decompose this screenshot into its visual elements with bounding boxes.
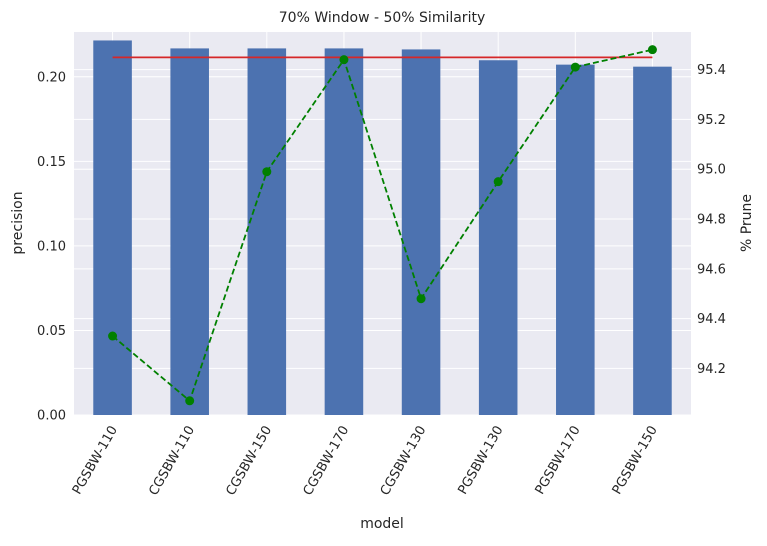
bar xyxy=(633,66,672,415)
prune-point xyxy=(262,167,272,177)
x-tick-label: CGSBW-130 xyxy=(378,424,430,499)
x-tick-label: PGSBW-170 xyxy=(533,424,584,498)
y2-tick-label: 94.4 xyxy=(697,312,726,327)
y2-axis-ticks: 94.2 94.4 94.6 94.8 95.0 95.2 95.4 xyxy=(697,63,726,377)
bar xyxy=(401,49,441,415)
x-tick-label: PGSBW-110 xyxy=(70,424,121,498)
y2-tick-label: 95.2 xyxy=(697,113,726,128)
y2-tick-label: 95.4 xyxy=(697,63,726,78)
y-tick-label: 0.05 xyxy=(37,324,66,339)
x-axis-label: model xyxy=(360,516,404,532)
x-tick-label: PGSBW-130 xyxy=(455,424,506,498)
bars xyxy=(93,40,672,416)
x-tick-label: CGSBW-150 xyxy=(223,424,275,499)
y-tick-label: 0.15 xyxy=(37,155,66,170)
y-tick-label: 0.10 xyxy=(37,239,66,254)
x-axis-ticks: PGSBW-110 CGSBW-110 CGSBW-150 CGSBW-170 CGSB… xyxy=(70,424,661,499)
prune-point xyxy=(108,331,118,341)
bar xyxy=(247,48,287,415)
lines xyxy=(108,45,657,406)
plot-background xyxy=(74,32,691,415)
y-tick-label: 0.20 xyxy=(37,70,66,85)
prune-point xyxy=(416,294,426,304)
prune-point xyxy=(570,62,580,72)
x-tick-label: CGSBW-110 xyxy=(146,424,198,499)
y2-tick-label: 94.8 xyxy=(697,213,726,228)
y-tick-label: 0.00 xyxy=(37,409,66,424)
prune-point xyxy=(339,55,349,65)
y-axis-label: precision xyxy=(10,191,26,254)
y2-axis-label: % Prune xyxy=(739,194,755,252)
chart-title: 70% Window - 50% Similarity xyxy=(279,10,485,26)
y-axis-ticks: 0.00 0.05 0.10 0.15 0.20 xyxy=(37,70,66,423)
bar xyxy=(93,40,132,416)
bar xyxy=(478,60,518,415)
bar xyxy=(170,48,209,415)
prune-point xyxy=(647,45,657,55)
prune-line xyxy=(111,48,653,403)
y2-tick-label: 94.2 xyxy=(697,362,726,377)
y2-tick-label: 94.6 xyxy=(697,262,726,277)
y2-tick-label: 95.0 xyxy=(697,163,726,178)
x-tick-label: PGSBW-150 xyxy=(610,424,661,498)
bar xyxy=(556,64,595,416)
bar xyxy=(324,48,364,415)
prune-point xyxy=(185,396,195,406)
prune-point xyxy=(493,177,503,187)
x-tick-label: CGSBW-170 xyxy=(301,424,353,499)
